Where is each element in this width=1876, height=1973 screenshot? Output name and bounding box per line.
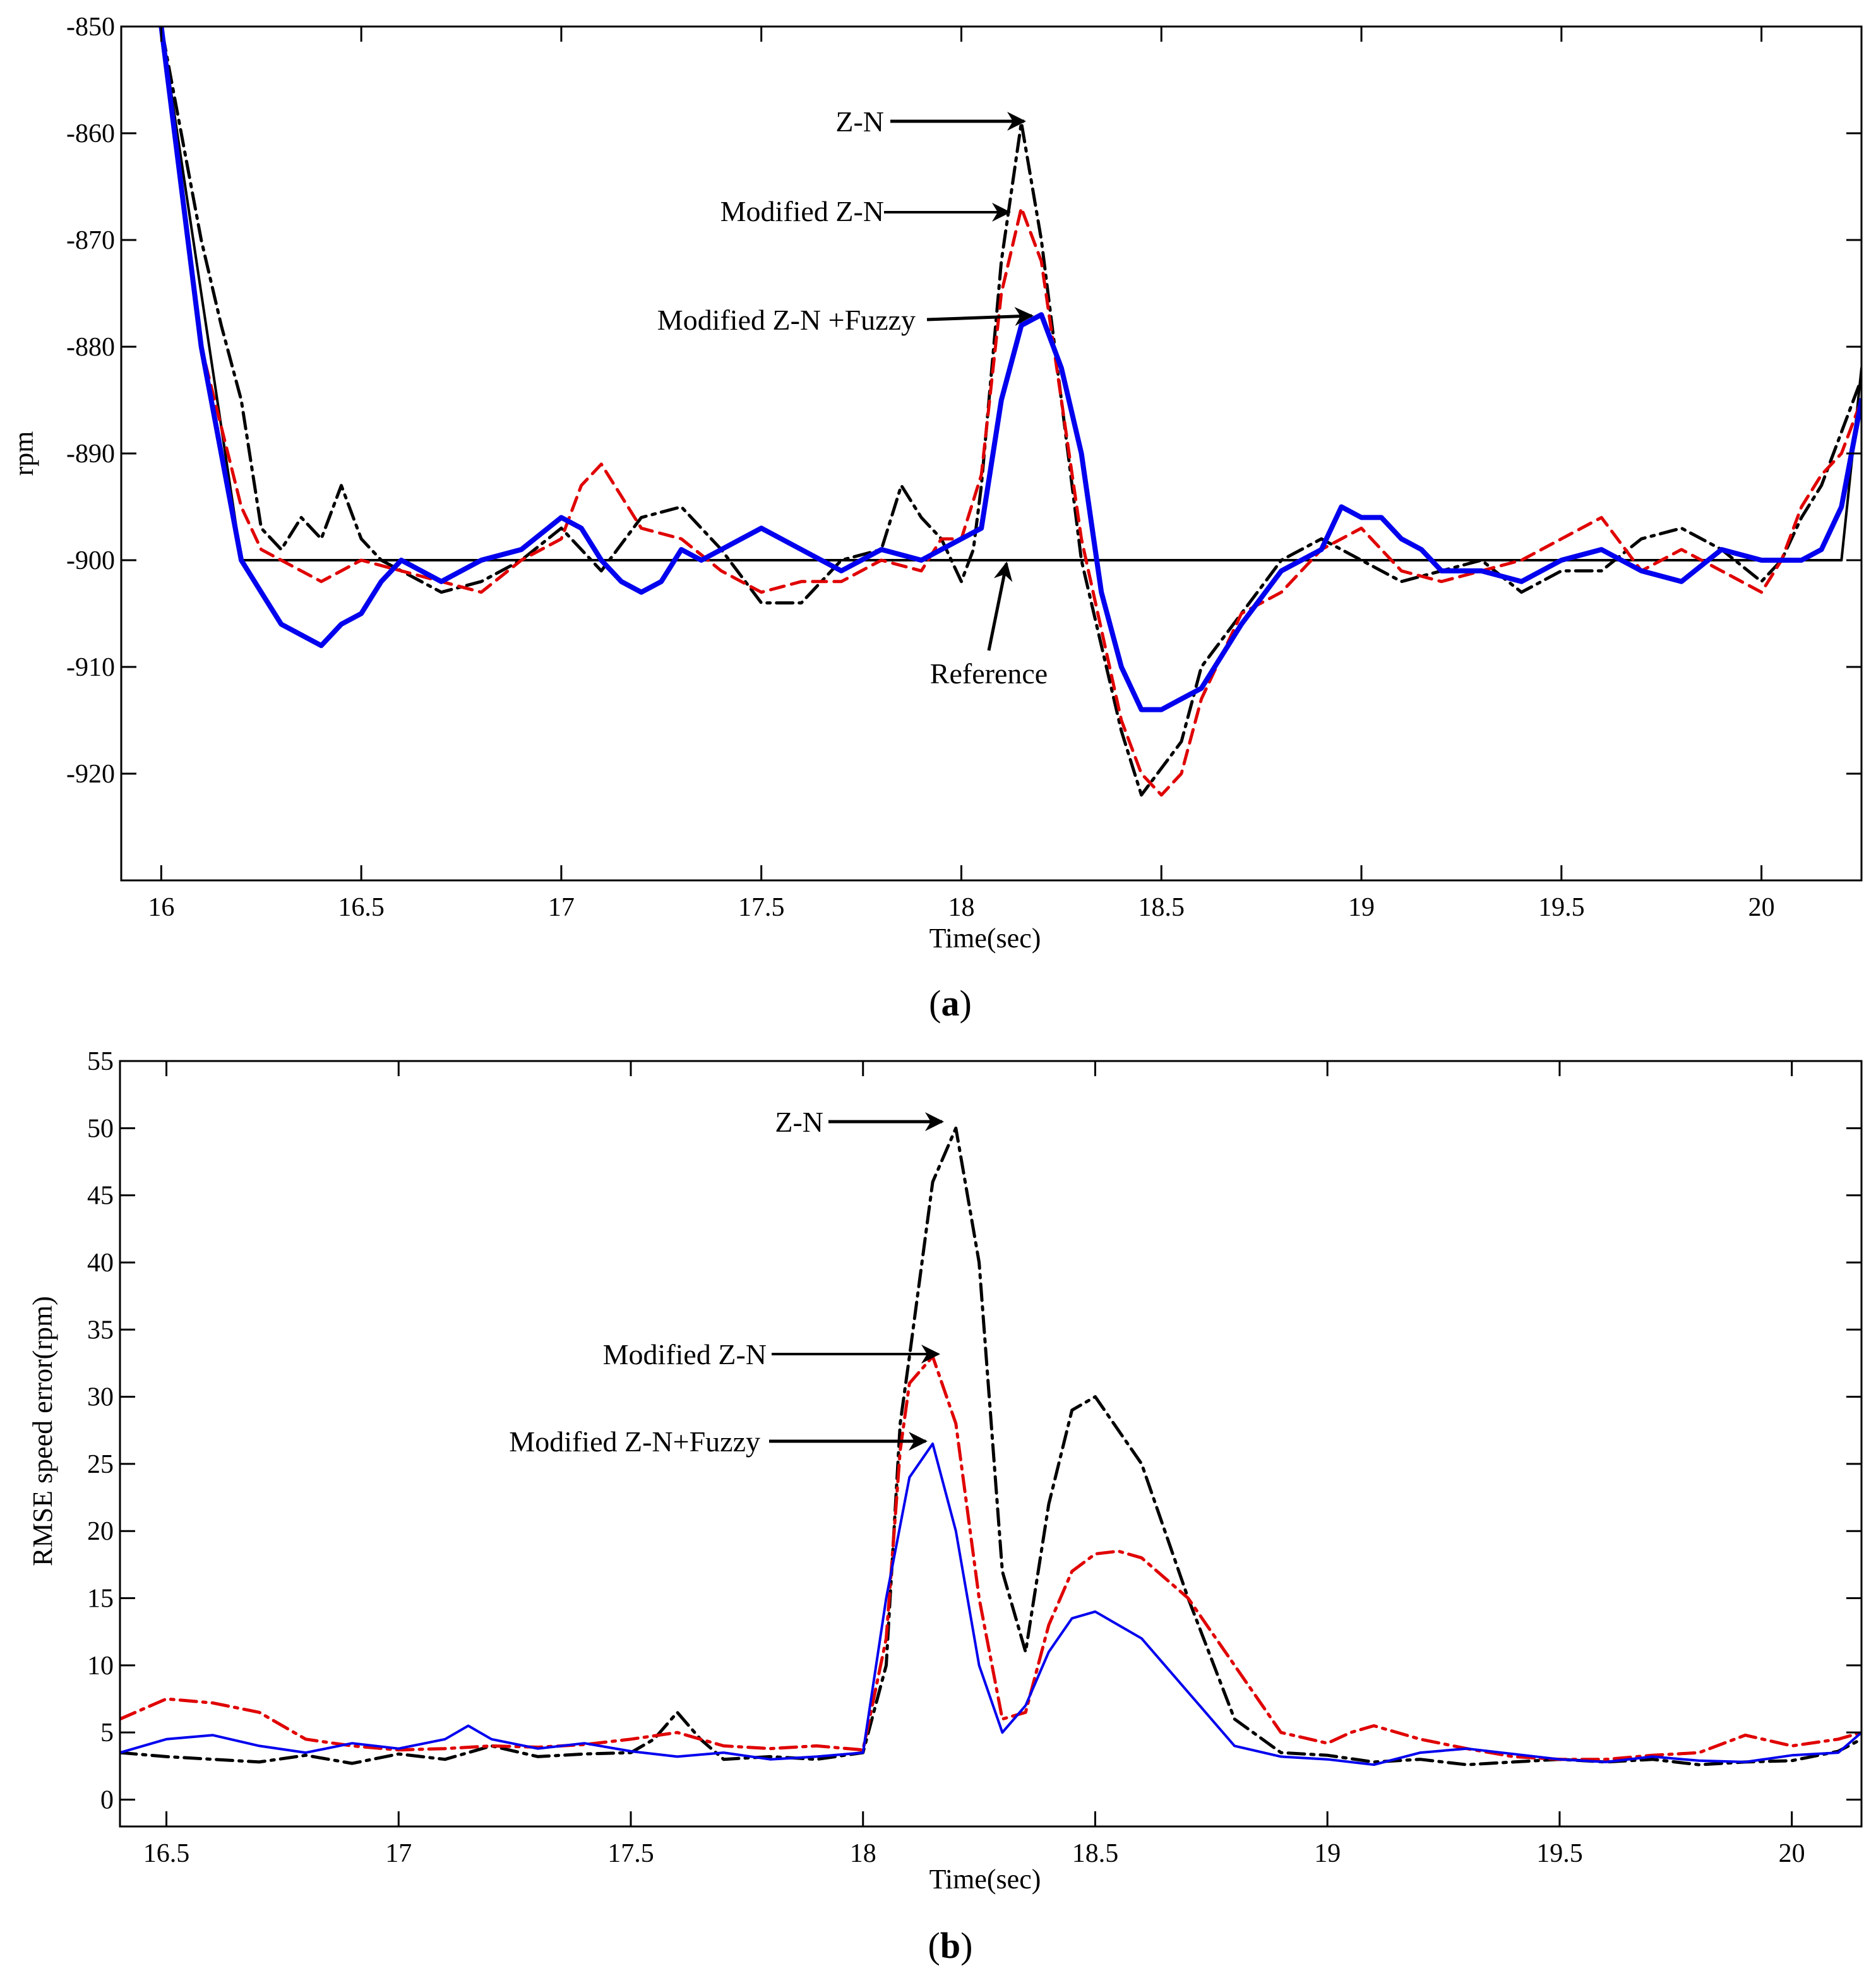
panel-b-ytick-label: 15 bbox=[87, 1585, 114, 1614]
panel-a-series-reference bbox=[160, 27, 1861, 561]
panel-a-ytick-label: -890 bbox=[66, 440, 115, 469]
panel-a-annotation-zn: Z-N bbox=[835, 105, 884, 138]
panel-a-xtick-label: 19 bbox=[1348, 893, 1375, 922]
panel-b-ytick-label: 50 bbox=[87, 1114, 114, 1143]
panel-a-series-modified-z-n-fuzzy bbox=[158, 27, 1861, 712]
panel-a-caption: (a) bbox=[929, 983, 972, 1024]
panel-a-series-modified-z-n bbox=[159, 27, 1861, 797]
panel-a-series-z-n bbox=[159, 27, 1861, 797]
panel-a-caption-letter: a bbox=[941, 983, 960, 1024]
panel-a-annotation-modified-zn: Modified Z-N bbox=[720, 195, 884, 227]
panel-b-caption-letter: b bbox=[940, 1925, 960, 1966]
panel-b-axes-frame bbox=[119, 1060, 1863, 1828]
panel-a-xtick-label: 20 bbox=[1748, 893, 1775, 922]
panel-b-xtick-label: 20 bbox=[1779, 1839, 1805, 1868]
panel-b-x-axis-title: Time(sec) bbox=[929, 1864, 1041, 1895]
panel-b-ytick-label: 10 bbox=[87, 1652, 114, 1681]
panel-b-y-axis-title: RMSE speed error(rpm) bbox=[27, 1296, 58, 1566]
panel-a-ytick-label: -920 bbox=[66, 760, 115, 789]
panel-b-plot-area bbox=[120, 1126, 1861, 1766]
panel-b-xtick-label: 19 bbox=[1314, 1839, 1341, 1868]
panel-a-plot-area bbox=[158, 27, 1861, 797]
panel-a-ticks: 16 16.5 17 17.5 18 18.5 19 19.5 20 -850 -860 -870 -8… bbox=[66, 13, 1861, 922]
panel-a-xtick-label: 16 bbox=[148, 893, 174, 922]
panel-a-ytick-label: -870 bbox=[66, 226, 115, 255]
panel-b-rmse-error: 16.5 17 17.5 18 18.5 19 19.5 20 0 5 10 15 20 25 30 35 40… bbox=[27, 1047, 1863, 1966]
panel-b-annotation-zn: Z-N bbox=[775, 1106, 823, 1138]
panel-b-annotation-modified-zn: Modified Z-N bbox=[603, 1338, 767, 1370]
panel-b-ytick-label: 55 bbox=[87, 1047, 114, 1076]
panel-b-ytick-label: 45 bbox=[87, 1182, 114, 1211]
panel-b-caption: (b) bbox=[928, 1925, 973, 1966]
panel-a-xtick-label: 17.5 bbox=[738, 893, 785, 922]
panel-a-xtick-label: 18 bbox=[948, 893, 974, 922]
panel-a-xtick-label: 18.5 bbox=[1138, 893, 1185, 922]
panel-b-series-z-n bbox=[120, 1126, 1861, 1766]
panel-b-series-modified-z-n-fuzzy bbox=[120, 1442, 1861, 1766]
panel-b-xtick-label: 17.5 bbox=[607, 1839, 654, 1868]
panel-a-xtick-label: 17 bbox=[548, 893, 575, 922]
panel-a-ytick-label: -900 bbox=[66, 546, 115, 575]
panel-a-annotation-modified-zn-fuzzy: Modified Z-N +Fuzzy bbox=[657, 304, 916, 336]
panel-a-arrow-reference bbox=[987, 561, 1013, 651]
panel-b-xtick-label: 18 bbox=[850, 1839, 876, 1868]
panel-b-ytick-label: 30 bbox=[87, 1383, 114, 1412]
panel-a-ytick-label: -880 bbox=[66, 333, 115, 362]
panel-b-annotation-modified-zn-fuzzy: Modified Z-N+Fuzzy bbox=[509, 1425, 760, 1458]
panel-b-ytick-label: 40 bbox=[87, 1249, 114, 1278]
panel-a-ytick-label: -850 bbox=[66, 13, 115, 42]
panel-a-arrow-modified-zn-fuzzy bbox=[926, 306, 1034, 326]
panel-b-ytick-label: 35 bbox=[87, 1316, 114, 1345]
panel-b-xtick-label: 17 bbox=[385, 1839, 412, 1868]
panel-b-ytick-label: 5 bbox=[100, 1718, 114, 1748]
panel-a-ytick-label: -860 bbox=[66, 119, 115, 148]
panel-b-series-modified-z-n bbox=[120, 1355, 1861, 1761]
panel-b-xtick-label: 19.5 bbox=[1536, 1839, 1583, 1868]
panel-b-xtick-label: 18.5 bbox=[1072, 1839, 1119, 1868]
panel-b-ytick-label: 0 bbox=[100, 1785, 114, 1814]
panel-a-xtick-label: 19.5 bbox=[1538, 893, 1585, 922]
panel-a-annotation-reference: Reference bbox=[930, 657, 1048, 690]
panel-b-xtick-label: 16.5 bbox=[143, 1839, 190, 1868]
panel-a-speed-response: 16 16.5 17 17.5 18 18.5 19 19.5 20 -850 -860 -870 -8… bbox=[8, 13, 1863, 1024]
panel-a-x-axis-title: Time(sec) bbox=[929, 923, 1041, 954]
panel-a-y-axis-title: rpm bbox=[8, 431, 39, 476]
panel-a-ytick-label: -910 bbox=[66, 653, 115, 682]
panel-a-xtick-label: 16.5 bbox=[338, 893, 385, 922]
panel-b-ytick-label: 25 bbox=[87, 1450, 114, 1479]
panel-b-ticks: 16.5 17 17.5 18 18.5 19 19.5 20 0 5 10 15 20 25 30 35 40… bbox=[87, 1047, 1861, 1868]
panel-b-ytick-label: 20 bbox=[87, 1517, 114, 1546]
